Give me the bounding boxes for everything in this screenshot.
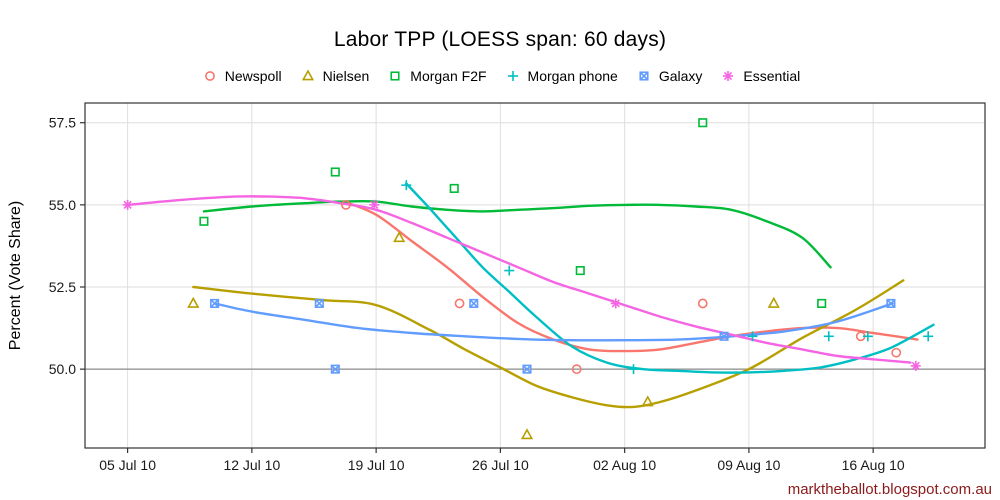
x-tick-label: 16 Aug 10: [842, 457, 905, 473]
data-point-essential: [369, 199, 380, 210]
data-point-nielsen: [520, 428, 534, 440]
x-tick-label: 26 Jul 10: [472, 457, 529, 473]
data-point-galaxy: [330, 364, 340, 374]
data-point-morgan-phone: [504, 265, 515, 276]
plot-area: 05 Jul 10 12 Jul 10 19 Jul 10 26 Jul 10 02 A…: [7, 102, 986, 473]
data-point-nielsen: [641, 395, 654, 407]
data-point-essential: [122, 199, 133, 210]
legend-label: Nielsen: [322, 68, 370, 84]
data-point-nielsen: [187, 296, 200, 308]
chart-title: Labor TPP (LOESS span: 60 days): [333, 28, 667, 51]
loess-line-nielsen: [192, 279, 905, 409]
data-point-essential: [610, 298, 621, 309]
loess-line-galaxy: [213, 302, 894, 342]
legend-key-galaxy: [639, 71, 649, 81]
data-point-newspoll: [697, 298, 708, 309]
data-point-morgan-phone: [401, 180, 412, 191]
legend-label: Essential: [743, 68, 801, 84]
legend-item-morgan-phone: Morgan phone: [503, 68, 618, 84]
data-point-nielsen: [767, 296, 780, 308]
square-x-icon: [639, 71, 649, 81]
legend-label: Morgan phone: [527, 68, 618, 84]
data-point-morgan-phone: [862, 331, 873, 342]
legend-key-nielsen: [301, 69, 314, 81]
legend-label: Galaxy: [658, 68, 703, 84]
triangle-open-icon: [301, 69, 314, 81]
x-tick-label: 09 Aug 10: [717, 457, 780, 473]
legend-key-essential: [723, 71, 734, 81]
data-point-newspoll: [454, 298, 465, 309]
chart-legend: Newspoll Nielsen Morgan F2F Morgan phone Gal…: [0, 68, 1000, 84]
y-tick-label: 52.5: [49, 279, 76, 295]
y-tick-label: 57.5: [49, 115, 76, 131]
data-point-morgan-phone: [923, 331, 934, 342]
data-point-newspoll: [571, 364, 582, 375]
legend-key-newspoll: [204, 71, 215, 81]
watermark: marktheballot.blogspot.com.au: [787, 481, 992, 498]
x-tick-label: 02 Aug 10: [593, 457, 656, 473]
x-tick-label: 19 Jul 10: [348, 457, 405, 473]
legend-key-morgan-phone: [507, 71, 518, 81]
y-tick-label: 50.0: [49, 361, 76, 377]
data-point-morgan-f2f: [330, 167, 340, 177]
legend-item-newspoll: Newspoll: [200, 68, 282, 84]
x-tick-label: 05 Jul 10: [99, 457, 156, 473]
data-point-essential: [910, 360, 921, 371]
legend-item-galaxy: Galaxy: [634, 68, 703, 84]
legend-item-nielsen: Nielsen: [298, 68, 370, 84]
data-point-galaxy: [314, 298, 324, 308]
plus-icon: [507, 71, 518, 81]
data-point-galaxy: [210, 298, 220, 308]
loess-line-essential: [126, 195, 912, 364]
legend-label: Morgan F2F: [410, 68, 487, 84]
x-tick-label: 12 Jul 10: [223, 457, 280, 473]
data-point-newspoll: [341, 199, 351, 210]
data-point-morgan-f2f: [698, 118, 708, 128]
y-axis-title: Percent (Vote Share): [7, 201, 24, 350]
loess-line-morgan-phone: [405, 182, 935, 374]
data-point-galaxy: [522, 364, 532, 374]
data-point-morgan-f2f: [575, 266, 585, 276]
data-point-morgan-phone: [628, 364, 639, 375]
data-point-newspoll: [891, 347, 902, 358]
data-point-morgan-phone: [823, 331, 834, 342]
data-point-galaxy: [469, 298, 479, 308]
data-point-nielsen: [393, 231, 406, 243]
data-point-galaxy: [886, 298, 896, 308]
y-tick-label: 55.0: [49, 197, 76, 213]
data-point-galaxy: [719, 331, 729, 341]
data-point-morgan-phone: [747, 331, 758, 342]
data-point-morgan-f2f: [817, 298, 827, 308]
legend-label: Newspoll: [224, 68, 282, 84]
data-point-morgan-f2f: [449, 183, 459, 193]
square-open-icon: [390, 71, 400, 81]
legend-item-morgan-f2f: Morgan F2F: [385, 68, 487, 84]
legend-item-essential: Essential: [718, 68, 800, 84]
panel-border: [84, 102, 986, 449]
data-point-morgan-f2f: [199, 216, 209, 226]
asterisk-icon: [723, 71, 734, 81]
circle-open-icon: [204, 71, 215, 81]
legend-key-morgan-f2f: [390, 71, 400, 81]
